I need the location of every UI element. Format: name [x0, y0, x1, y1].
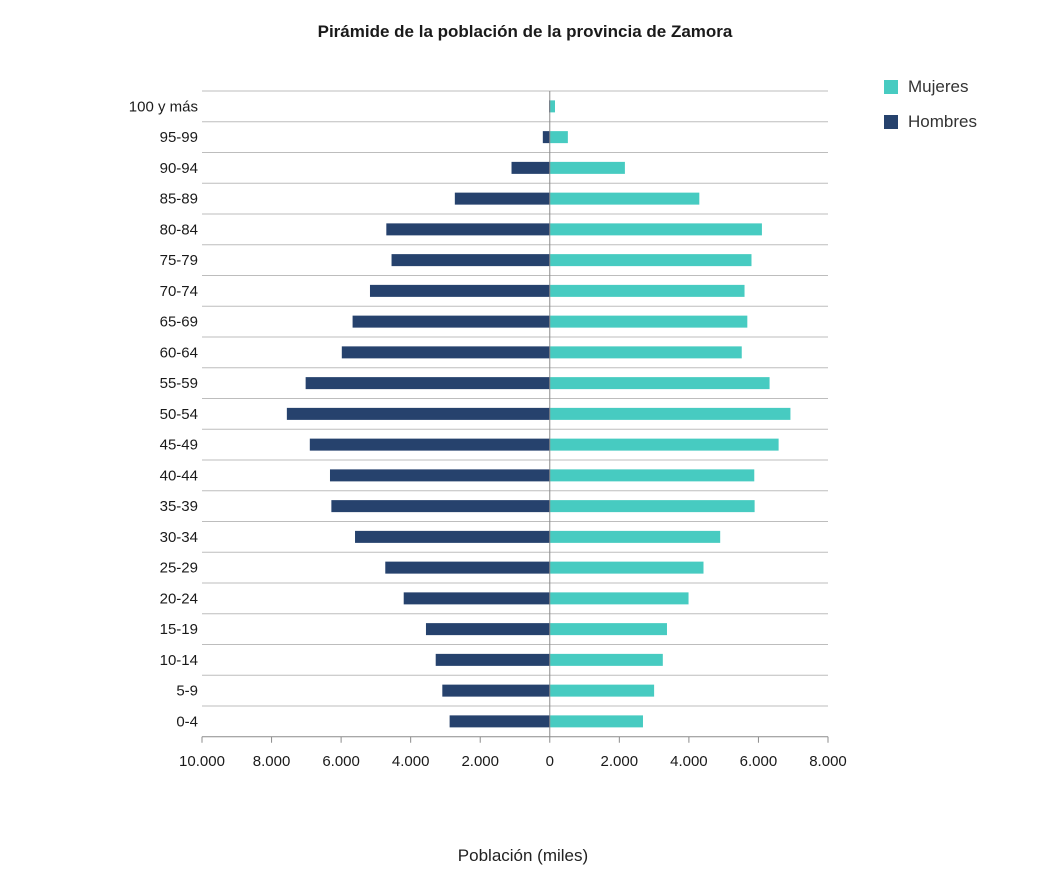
bar-mujeres [549, 684, 655, 697]
bar-mujeres [549, 469, 755, 482]
legend-label-mujeres: Mujeres [908, 77, 969, 96]
bar-mujeres [549, 161, 625, 174]
bar-mujeres [549, 592, 689, 605]
bar-hombres [391, 254, 550, 267]
y-tick-label: 75-79 [160, 252, 198, 269]
bar-hombres [386, 223, 550, 236]
bar-mujeres [549, 223, 762, 236]
bar-hombres [511, 161, 550, 174]
y-tick-label: 55-59 [160, 375, 198, 392]
y-tick-label: 80-84 [160, 221, 198, 238]
bar-mujeres [549, 192, 700, 205]
bar-hombres [449, 715, 550, 728]
bar-mujeres [549, 623, 667, 636]
x-tick-label: 0 [546, 753, 554, 770]
bar-hombres [331, 500, 550, 513]
x-tick-label: 8.000 [809, 753, 847, 770]
tick-labels: 100 y más 95-99 90-94 85-89 80-84 75-79 70-74 6… [129, 98, 847, 769]
x-tick-label: 6.000 [740, 753, 778, 770]
x-tick-label: 6.000 [322, 753, 360, 770]
bar-hombres [542, 131, 550, 144]
bar-hombres [309, 438, 550, 451]
y-tick-label: 50-54 [160, 406, 198, 423]
bar-mujeres [549, 315, 748, 328]
y-tick-label: 5-9 [176, 683, 198, 700]
y-tick-label: 0-4 [176, 713, 198, 730]
chart-title: Pirámide de la población de la provincia… [317, 22, 733, 41]
bar-hombres [286, 407, 550, 420]
x-tick-label: 4.000 [670, 753, 708, 770]
y-tick-label: 45-49 [160, 437, 198, 454]
y-tick-label: 10-14 [160, 652, 198, 669]
legend-swatch-hombres [884, 115, 898, 129]
legend-item-hombres: Hombres [884, 112, 977, 132]
x-tick-label: 2.000 [461, 753, 499, 770]
bar-mujeres [549, 254, 752, 267]
y-tick-label: 40-44 [160, 467, 198, 484]
bar-mujeres [549, 377, 770, 390]
y-tick-label: 15-19 [160, 621, 198, 638]
x-axis-label: Población (miles) [457, 846, 589, 865]
bar-mujeres [549, 346, 742, 359]
bar-hombres [435, 653, 550, 666]
y-tick-label: 85-89 [160, 191, 198, 208]
grid-lines [202, 90, 828, 738]
y-tick-label: 60-64 [160, 344, 198, 361]
bar-mujeres [549, 407, 791, 420]
legend-item-mujeres: Mujeres [884, 77, 968, 97]
y-tick-label: 20-24 [160, 590, 198, 607]
x-tick-label: 4.000 [392, 753, 430, 770]
y-tick-label: 90-94 [160, 160, 198, 177]
bar-mujeres [549, 715, 643, 728]
bar-mujeres [549, 438, 779, 451]
bar-hombres [352, 315, 550, 328]
legend-swatch-mujeres [884, 80, 898, 94]
axes [201, 91, 829, 743]
bar-hombres [403, 592, 550, 605]
bar-mujeres [549, 530, 721, 543]
y-tick-label: 30-34 [160, 529, 198, 546]
y-tick-label: 100 y más [129, 98, 198, 115]
bar-hombres [341, 346, 550, 359]
bar-hombres [329, 469, 550, 482]
x-tick-label: 8.000 [253, 753, 291, 770]
bar-mujeres [549, 653, 663, 666]
bar-hombres [385, 561, 550, 574]
y-tick-label: 95-99 [160, 129, 198, 146]
bar-hombres [305, 377, 550, 390]
y-tick-label: 65-69 [160, 314, 198, 331]
bar-mujeres [549, 131, 568, 144]
legend-label-hombres: Hombres [908, 112, 977, 131]
bar-hombres [355, 530, 550, 543]
y-tick-label: 70-74 [160, 283, 198, 300]
bars [286, 100, 791, 728]
x-tick-label: 10.000 [179, 753, 225, 770]
bar-mujeres [549, 284, 745, 297]
y-tick-label: 35-39 [160, 498, 198, 515]
bar-hombres [454, 192, 550, 205]
bar-hombres [369, 284, 550, 297]
bar-mujeres [549, 500, 755, 513]
bar-mujeres [549, 561, 704, 574]
y-tick-label: 25-29 [160, 560, 198, 577]
bar-hombres [442, 684, 550, 697]
x-tick-label: 2.000 [601, 753, 639, 770]
bar-hombres [425, 623, 550, 636]
bar-mujeres [549, 100, 555, 113]
